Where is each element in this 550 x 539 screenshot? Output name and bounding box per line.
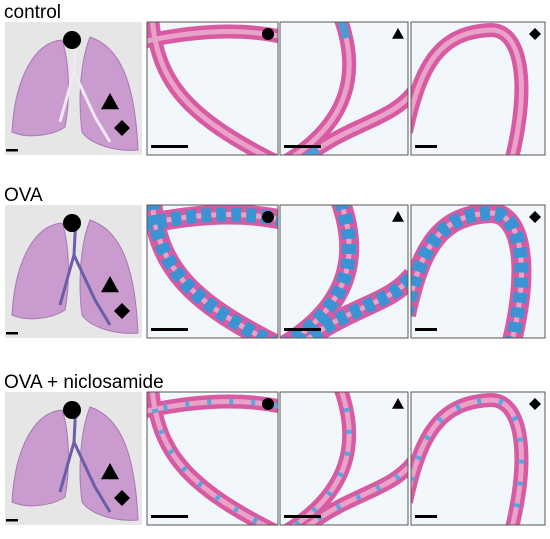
micrograph <box>147 22 278 155</box>
scale-bar <box>151 515 188 518</box>
epithelium-inner <box>411 397 524 525</box>
epithelium-inner <box>411 27 524 155</box>
row-label: OVA <box>4 185 43 206</box>
row-label: OVA + niclosamide <box>4 372 164 393</box>
mucus <box>147 392 278 525</box>
micrograph <box>411 205 545 338</box>
panel-border <box>146 391 279 526</box>
scale-bar <box>6 519 18 522</box>
scale-bar <box>284 145 321 148</box>
row <box>5 21 546 156</box>
row <box>5 204 546 339</box>
scale-bar <box>6 149 18 152</box>
scale-bar <box>6 332 18 335</box>
scale-bar <box>284 328 321 331</box>
marker-diamond <box>114 490 130 506</box>
lung-left <box>11 222 69 320</box>
scale-bar <box>415 328 437 331</box>
panel-border <box>410 204 546 339</box>
row-label: control <box>4 2 61 23</box>
micrograph <box>280 392 408 525</box>
marker-diamond <box>114 303 130 319</box>
marker-triangle <box>101 276 119 293</box>
panel-border <box>146 21 279 156</box>
marker-circle <box>63 214 81 232</box>
marker-circle <box>262 398 274 410</box>
scale-bar <box>415 515 437 518</box>
panel-border <box>279 391 409 526</box>
marker-triangle <box>392 398 404 409</box>
marker-triangle <box>392 211 404 222</box>
mucus <box>282 205 408 338</box>
mucus <box>288 22 408 155</box>
scale-bar <box>415 145 437 148</box>
marker-triangle <box>392 28 404 39</box>
marker-circle <box>262 211 274 223</box>
mucus <box>411 205 529 338</box>
scale-bar <box>151 328 188 331</box>
panel-border <box>279 204 409 339</box>
marker-triangle <box>101 463 119 480</box>
micrograph <box>147 205 278 338</box>
lung-left <box>11 39 69 137</box>
marker-triangle <box>101 93 119 110</box>
scale-bar <box>151 145 188 148</box>
lung-left <box>11 409 69 507</box>
row <box>5 391 546 526</box>
micrograph <box>411 22 545 155</box>
marker-diamond <box>529 211 541 223</box>
panel-border <box>410 391 546 526</box>
marker-diamond <box>529 28 541 40</box>
marker-diamond <box>114 120 130 136</box>
panel-border <box>146 204 279 339</box>
panel-border <box>410 21 546 156</box>
panel-border <box>279 21 409 156</box>
scale-bar <box>284 515 321 518</box>
marker-diamond <box>529 398 541 410</box>
micrograph <box>147 392 278 525</box>
micrograph <box>280 205 408 338</box>
marker-circle <box>63 31 81 49</box>
marker-circle <box>63 401 81 419</box>
micrograph <box>411 392 545 525</box>
marker-circle <box>262 28 274 40</box>
